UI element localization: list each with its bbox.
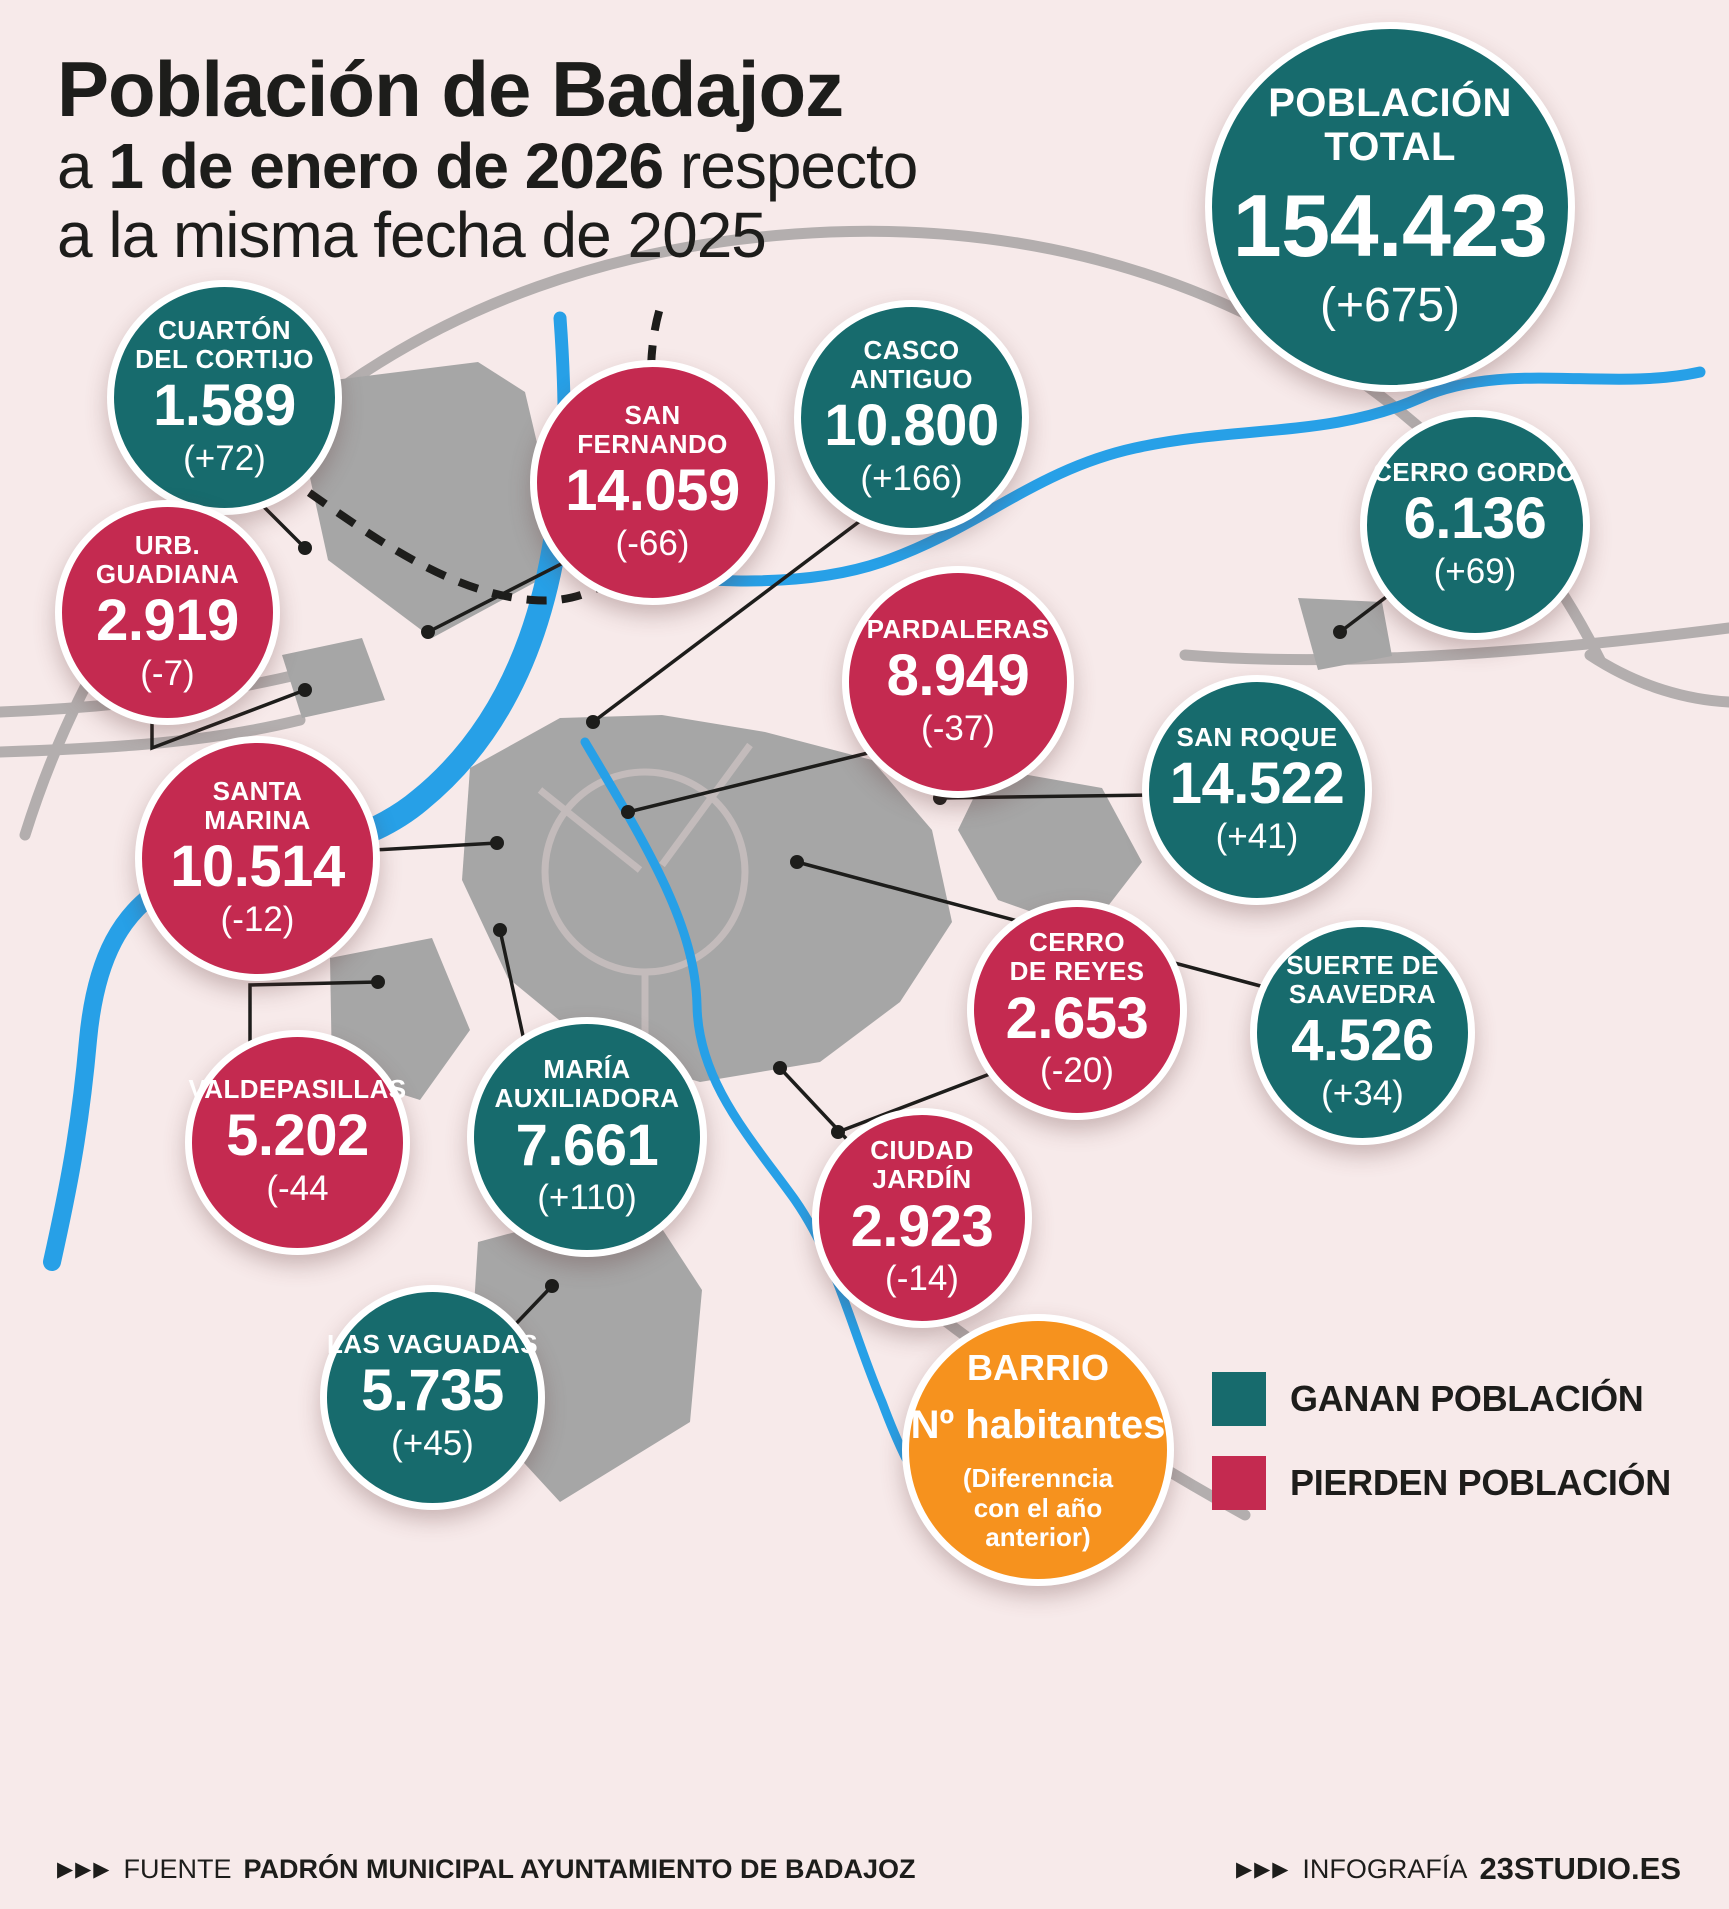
bubble-name: MARÍA AUXILIADORA [494, 1054, 680, 1114]
bubble-name: SAN FERNANDO [577, 399, 728, 459]
title-line1: Población de Badajoz [57, 45, 844, 134]
bubble-name: CUARTÓN DEL CORTIJO [135, 314, 314, 374]
bubble-valdepasillas: VALDEPASILLAS 5.202 (-44 [185, 1030, 410, 1255]
bubble-san-roque: SAN ROQUE 14.522 (+41) [1142, 675, 1372, 905]
arrows-icon: ▶▶▶ [57, 1857, 112, 1881]
bubble-value: 10.800 [824, 393, 999, 458]
bubble-value: 5.735 [361, 1358, 504, 1424]
gain-swatch [1212, 1372, 1266, 1426]
bubble-diff: (+41) [1215, 816, 1299, 856]
total-population-bubble: POBLACIÓN TOTAL 154.423 (+675) [1205, 22, 1575, 392]
bubble-urb-guadiana: URB. GUADIANA 2.919 (-7) [55, 500, 280, 725]
footer-credit: ▶▶▶ INFOGRAFÍA 23STUDIO.ES [1236, 1851, 1681, 1887]
title-line2: a 1 de enero de 2026 respecto [57, 129, 918, 202]
bubble-name: SAN ROQUE [1176, 721, 1338, 752]
bubble-value: 10.514 [170, 834, 345, 899]
loss-swatch [1212, 1456, 1266, 1510]
key-badge: BARRIO Nº habitantes (Diferenncia con el… [902, 1314, 1174, 1586]
bubble-diff: (+69) [1433, 551, 1517, 591]
bubble-value: 6.136 [1403, 485, 1547, 551]
bubble-cuarton-del-cortijo: CUARTÓN DEL CORTIJO 1.589 (+72) [107, 280, 342, 515]
loss-label: PIERDEN POBLACIÓN [1290, 1462, 1671, 1503]
total-diff: (+675) [1319, 278, 1461, 332]
bubble-diff: (-14) [885, 1259, 959, 1299]
bubble-diff: (-20) [1040, 1051, 1114, 1091]
bubble-ciudad-jardin: CIUDAD JARDÍN 2.923 (-14) [812, 1108, 1032, 1328]
legend: GANAN POBLACIÓN PIERDEN POBLACIÓN [1212, 1372, 1671, 1510]
bubble-value: 7.661 [515, 1112, 659, 1178]
badge-subtitle: Nº habitantes [910, 1402, 1166, 1447]
title-line3: a la misma fecha de 2025 [57, 198, 767, 271]
bubble-diff: (+110) [537, 1178, 637, 1218]
gain-label: GANAN POBLACIÓN [1290, 1378, 1644, 1419]
arrows-icon: ▶▶▶ [1235, 1857, 1291, 1881]
bubble-diff: (-66) [615, 523, 690, 563]
credit-name: 23STUDIO.ES [1479, 1851, 1681, 1886]
bubble-san-fernando: SAN FERNANDO 14.059 (-66) [530, 360, 775, 605]
bubble-value: 1.589 [153, 373, 296, 438]
bubble-santa-marina: SANTA MARINA 10.514 (-12) [135, 736, 380, 981]
bubble-name: URB. GUADIANA [95, 529, 240, 589]
bubble-name: SANTA MARINA [204, 775, 311, 835]
bubble-value: 4.526 [1291, 1008, 1434, 1073]
page-title: Población de Badajoz a 1 de enero de 202… [57, 45, 918, 271]
bubble-maria-auxiliadora: MARÍA AUXILIADORA 7.661 (+110) [467, 1017, 707, 1257]
source-name: PADRÓN MUNICIPAL AYUNTAMIENTO DE BADAJOZ [243, 1853, 916, 1884]
bubble-diff: (-37) [921, 708, 995, 748]
total-value: 154.423 [1232, 176, 1548, 276]
bubble-value: 2.923 [850, 1193, 994, 1259]
source-prefix: FUENTE [123, 1853, 232, 1884]
bubble-value: 5.202 [226, 1103, 369, 1169]
bubble-cerro-gordo: CERRO GORDO 6.136 (+69) [1360, 410, 1590, 640]
bubble-cerro-de-reyes: CERRO DE REYES 2.653 (-20) [967, 900, 1187, 1120]
bubble-diff: (-44 [266, 1169, 329, 1209]
connector-dots [298, 541, 1347, 1293]
bubble-value: 8.949 [886, 642, 1030, 708]
legend-row-gain: GANAN POBLACIÓN [1212, 1372, 1671, 1426]
total-label: POBLACIÓN TOTAL [1268, 81, 1512, 170]
bubble-casco-antiguo: CASCO ANTIGUO 10.800 (+166) [794, 300, 1029, 535]
footer: ▶▶▶ FUENTE PADRÓN MUNICIPAL AYUNTAMIENTO… [57, 1851, 1681, 1887]
footer-source: ▶▶▶ FUENTE PADRÓN MUNICIPAL AYUNTAMIENTO… [57, 1854, 916, 1885]
bubble-value: 14.522 [1169, 750, 1345, 816]
bubble-diff: (+45) [391, 1424, 474, 1464]
credit-prefix: INFOGRAFÍA [1302, 1853, 1468, 1884]
badge-title: BARRIO [967, 1346, 1109, 1388]
legend-row-loss: PIERDEN POBLACIÓN [1212, 1456, 1671, 1510]
bubble-name: CERRO DE REYES [1009, 927, 1145, 987]
bubble-name: VALDEPASILLAS [188, 1074, 407, 1105]
bubble-las-vaguadas: LAS VAGUADAS 5.735 (+45) [320, 1285, 545, 1510]
bubble-value: 14.059 [565, 458, 740, 523]
bubble-name: CIUDAD JARDÍN [870, 1135, 974, 1195]
bubble-diff: (+34) [1321, 1073, 1404, 1113]
bubble-value: 2.919 [96, 588, 239, 653]
bubble-diff: (+72) [183, 438, 266, 478]
bubble-diff: (-12) [220, 899, 295, 939]
bubble-suerte-de-saavedra: SUERTE DE SAAVEDRA 4.526 (+34) [1250, 920, 1475, 1145]
bubble-value: 2.653 [1005, 985, 1149, 1051]
badge-note: (Diferenncia con el año anterior) [962, 1462, 1114, 1553]
bubble-name: CERRO GORDO [1373, 456, 1577, 487]
bubble-pardaleras: PARDALERAS 8.949 (-37) [842, 566, 1074, 798]
bubble-diff: (-7) [140, 653, 195, 693]
bubble-name: CASCO ANTIGUO [850, 334, 973, 394]
bubble-name: PARDALERAS [866, 613, 1050, 644]
bubble-name: LAS VAGUADAS [327, 1329, 538, 1360]
city-blocks [282, 362, 1392, 1502]
bubble-name: SUERTE DE SAAVEDRA [1286, 949, 1439, 1009]
bubble-diff: (+166) [860, 458, 963, 498]
